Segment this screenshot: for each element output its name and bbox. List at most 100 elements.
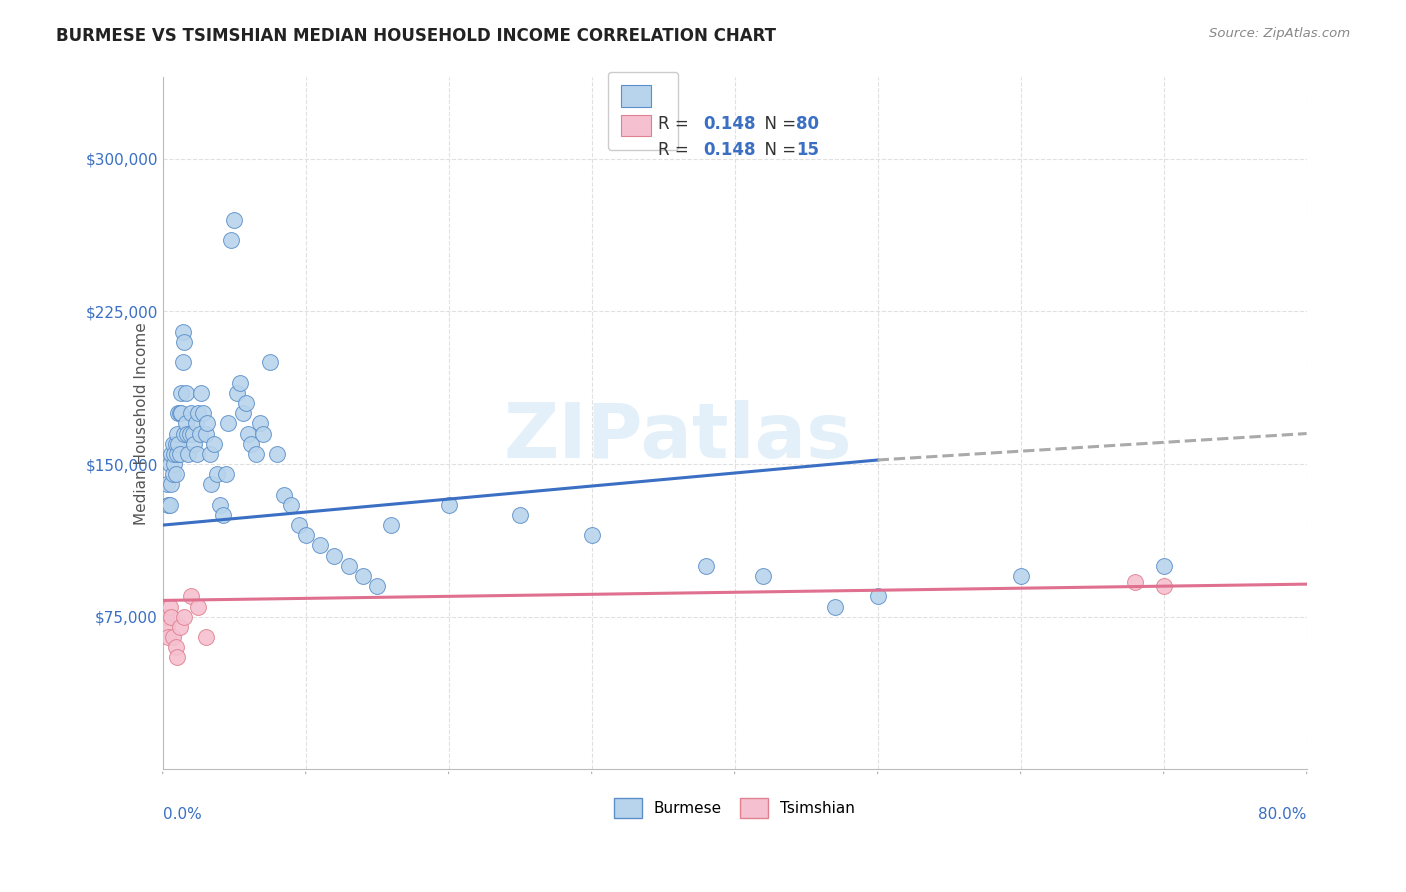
Point [280,498,302,512]
Point [205,467,228,482]
Point [352,569,374,583]
Point [167,406,190,420]
Text: R =: R = [658,115,695,133]
Point [159,457,181,471]
Point [163,447,186,461]
Y-axis label: Median Household Income: Median Household Income [134,322,149,524]
Point [172,325,194,339]
Point [1153,558,1175,573]
Point [287,518,309,533]
Point [162,467,184,482]
Text: 0.0%: 0.0% [163,807,201,822]
Point [179,426,201,441]
Text: BURMESE VS TSIMSHIAN MEDIAN HOUSEHOLD INCOME CORRELATION CHART: BURMESE VS TSIMSHIAN MEDIAN HOUSEHOLD IN… [56,27,776,45]
Point [180,406,202,420]
Point [752,569,775,583]
Point [174,385,197,400]
Point [240,436,263,450]
Point [866,590,889,604]
Point [167,436,190,450]
Point [156,620,179,634]
Point [166,426,188,441]
Point [229,376,252,390]
Point [173,334,195,349]
Point [165,436,187,450]
Point [198,447,221,461]
Point [169,447,191,461]
Point [366,579,388,593]
Point [824,599,846,614]
Point [181,426,204,441]
Point [200,477,222,491]
Text: N =: N = [754,115,801,133]
Point [245,447,267,461]
Point [183,436,205,450]
Point [190,385,212,400]
Text: 15: 15 [796,141,820,159]
Point [187,599,209,614]
Point [194,426,217,441]
Point [211,508,233,522]
Point [155,609,177,624]
Text: 80: 80 [796,115,820,133]
Point [177,447,200,461]
Text: N =: N = [754,141,807,159]
Point [437,498,460,512]
Point [221,233,243,247]
Point [259,355,281,369]
Point [226,385,249,400]
Point [159,498,181,512]
Text: R =: R = [658,141,695,159]
Point [1010,569,1032,583]
Point [184,417,207,431]
Text: 0.148: 0.148 [703,141,756,159]
Point [214,467,236,482]
Point [180,590,202,604]
Point [187,406,209,420]
Point [309,539,332,553]
Point [217,417,239,431]
Point [323,549,346,563]
Point [163,457,186,471]
Point [1123,575,1146,590]
Point [157,498,180,512]
Point [172,355,194,369]
Point [232,406,254,420]
Point [159,599,181,614]
Point [166,650,188,665]
Point [160,477,183,491]
Point [252,426,274,441]
Point [173,609,195,624]
Point [337,558,360,573]
Text: ZIPatlas: ZIPatlas [503,401,852,475]
Point [173,426,195,441]
Point [509,508,531,522]
Legend: Burmese, Tsimshian: Burmese, Tsimshian [609,792,860,824]
Point [157,630,180,644]
Point [174,417,197,431]
Point [165,467,187,482]
Point [166,447,188,461]
Point [176,426,198,441]
Point [224,213,246,227]
Point [195,417,218,431]
Point [186,447,208,461]
Text: 80.0%: 80.0% [1258,807,1306,822]
Point [235,396,257,410]
Point [169,620,191,634]
Point [160,609,183,624]
Point [238,426,260,441]
Point [162,436,184,450]
Point [170,385,193,400]
Point [581,528,603,542]
Point [156,477,179,491]
Text: 0.148: 0.148 [703,115,756,133]
Point [165,640,187,655]
Point [169,406,191,420]
Point [202,436,225,450]
Point [266,447,288,461]
Point [695,558,717,573]
Point [208,498,231,512]
Point [249,417,271,431]
Point [191,406,214,420]
